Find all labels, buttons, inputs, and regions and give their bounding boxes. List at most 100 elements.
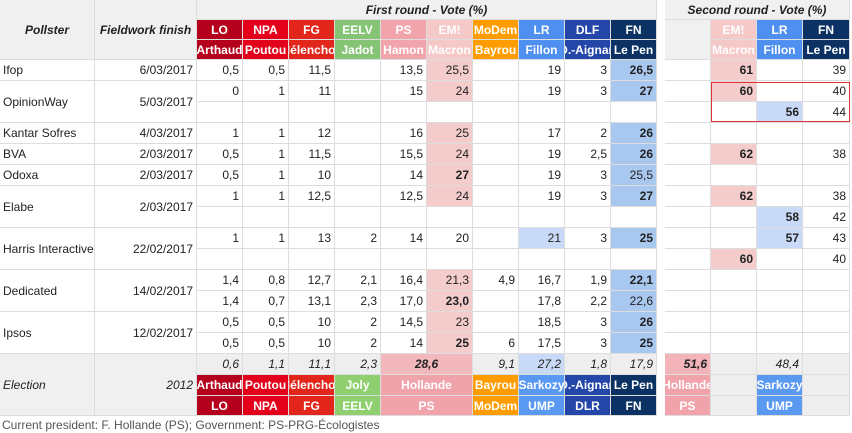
header-cell: First round - Vote (%): [197, 0, 657, 20]
party-cell: MoDem: [473, 396, 519, 416]
vote-cell: [757, 291, 803, 312]
vote-cell: 11,5: [289, 144, 335, 165]
vote-cell: [519, 207, 565, 228]
vote-cell: 25: [611, 333, 657, 354]
vote-cell: 0,7: [243, 291, 289, 312]
vote-cell: 26: [611, 123, 657, 144]
pollster-name: Harris Interactive: [0, 228, 95, 270]
vote-cell: 18,5: [519, 312, 565, 333]
vote-cell: [711, 291, 757, 312]
party-header: LR: [757, 20, 803, 40]
vote-cell: 11,5: [289, 60, 335, 81]
vote-cell: [473, 81, 519, 102]
vote-cell: [473, 207, 519, 228]
vote-cell: 1,4: [197, 270, 243, 291]
vote-cell: [757, 312, 803, 333]
vote-cell: [711, 228, 757, 249]
election-year: 2012: [95, 354, 197, 416]
vote-cell: [711, 333, 757, 354]
vote-cell: [335, 207, 381, 228]
vote-cell: 23: [427, 312, 473, 333]
vote-cell: 0: [197, 81, 243, 102]
vote-cell: [665, 123, 711, 144]
vote-cell: [243, 207, 289, 228]
candidate-header: Fillon: [519, 40, 565, 60]
vote-cell: [711, 207, 757, 228]
vote-cell: [665, 228, 711, 249]
candidate-cell: Poutou: [243, 375, 289, 396]
vote-cell: [519, 102, 565, 123]
vote-cell: [289, 207, 335, 228]
vote-cell: [665, 144, 711, 165]
pollster-name: Elabe: [0, 186, 95, 228]
vote-cell: 60: [711, 81, 757, 102]
result-cell: 1,8: [565, 354, 611, 375]
vote-cell: 17: [519, 123, 565, 144]
vote-cell: [711, 165, 757, 186]
vote-cell: 11: [289, 81, 335, 102]
party-cell: FN: [611, 396, 657, 416]
vote-cell: 22,6: [611, 291, 657, 312]
vote-cell: 25: [427, 123, 473, 144]
candidate-cell: Mélenchon: [289, 375, 335, 396]
vote-cell: 40: [803, 249, 850, 270]
vote-cell: 13,1: [289, 291, 335, 312]
vote-cell: 12,5: [289, 186, 335, 207]
party-header: EM!: [427, 20, 473, 40]
vote-cell: [665, 207, 711, 228]
fieldwork-date: 4/03/2017: [95, 123, 197, 144]
vote-cell: 43: [803, 228, 850, 249]
vote-cell: 1: [197, 186, 243, 207]
vote-cell: 15: [381, 81, 427, 102]
result-cell: 0,6: [197, 354, 243, 375]
pollster-name: BVA: [0, 144, 95, 165]
vote-cell: 40: [803, 81, 850, 102]
vote-cell: 2,1: [335, 270, 381, 291]
candidate-header: Poutou: [243, 40, 289, 60]
vote-cell: 17,5: [519, 333, 565, 354]
vote-cell: [711, 270, 757, 291]
vote-cell: [381, 249, 427, 270]
vote-cell: [803, 165, 850, 186]
vote-cell: 61: [711, 60, 757, 81]
vote-cell: 57: [757, 228, 803, 249]
pollster-name: Ifop: [0, 60, 95, 81]
vote-cell: 26: [611, 312, 657, 333]
vote-cell: [335, 102, 381, 123]
vote-cell: 12,7: [289, 270, 335, 291]
header-cell: Fieldwork finish: [95, 0, 197, 60]
result-cell: 11,1: [289, 354, 335, 375]
party-header: EELV: [335, 20, 381, 40]
vote-cell: [757, 249, 803, 270]
vote-cell: 0,5: [243, 312, 289, 333]
vote-cell: 62: [711, 144, 757, 165]
vote-cell: 1,4: [197, 291, 243, 312]
vote-cell: [473, 291, 519, 312]
vote-cell: [243, 102, 289, 123]
vote-cell: 10: [289, 333, 335, 354]
party-header: MoDem: [473, 20, 519, 40]
vote-cell: 2: [335, 312, 381, 333]
vote-cell: 24: [427, 81, 473, 102]
vote-cell: [473, 144, 519, 165]
vote-cell: 10: [289, 312, 335, 333]
vote-cell: [427, 102, 473, 123]
vote-cell: [565, 207, 611, 228]
vote-cell: 14,5: [381, 312, 427, 333]
candidate-cell: Sarkozy: [519, 375, 565, 396]
vote-cell: 17,8: [519, 291, 565, 312]
vote-cell: [711, 102, 757, 123]
vote-cell: 38: [803, 186, 850, 207]
candidate-cell: Arthaud: [197, 375, 243, 396]
vote-cell: [803, 270, 850, 291]
vote-cell: 44: [803, 102, 850, 123]
result-cell: 9,1: [473, 354, 519, 375]
vote-cell: 39: [803, 60, 850, 81]
candidate-header: Macron: [427, 40, 473, 60]
party-cell: NPA: [243, 396, 289, 416]
party-cell: FG: [289, 396, 335, 416]
vote-cell: [473, 102, 519, 123]
party-cell: DLR: [565, 396, 611, 416]
vote-cell: [757, 81, 803, 102]
result-cell: 2,3: [335, 354, 381, 375]
